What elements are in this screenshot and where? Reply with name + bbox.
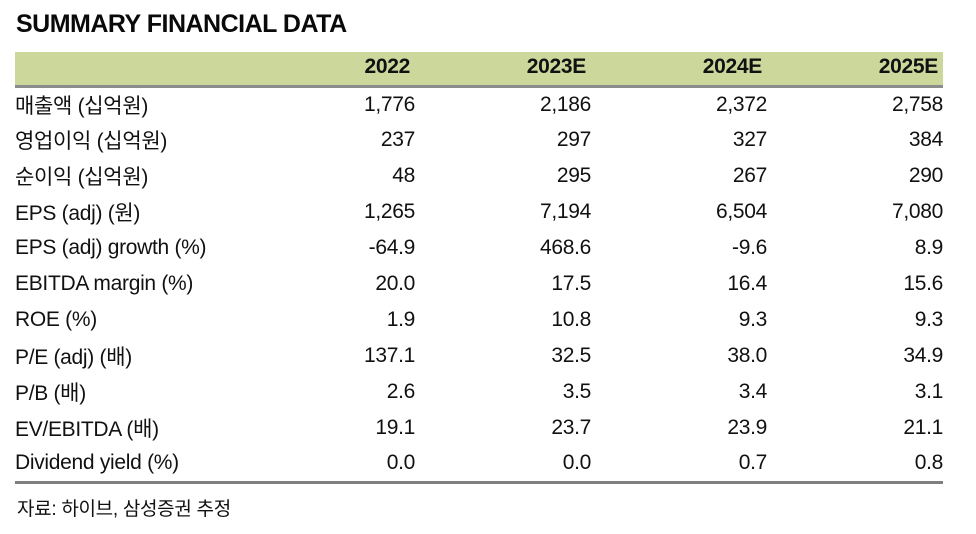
year-column-header-2022: 2022: [239, 52, 415, 88]
value-cell: 0.0: [415, 446, 591, 484]
year-column-header-2023e: 2023E: [415, 52, 591, 88]
value-cell: 23.7: [551, 416, 591, 439]
value-cell: 267: [732, 164, 767, 187]
row-label: EPS (adj) (원): [15, 202, 141, 225]
value-cell: 16.4: [727, 272, 767, 295]
row-label: P/B (배): [15, 382, 86, 405]
value-cell: 7,194: [539, 200, 591, 223]
row-label: EV/EBITDA (배): [15, 418, 159, 441]
value-cell: 7,080: [891, 200, 943, 223]
value-cell: 8.9: [914, 236, 944, 259]
table-row-dividend-yield: Dividend yield (%) 0.0 0.0 0.7 0.8: [15, 446, 943, 484]
table-row-roe: ROE (%) 1.9 10.8 9.3 9.3: [15, 302, 943, 338]
table-row-operating-profit: 영업이익 (십억원) 237 297 327 384: [15, 122, 943, 158]
value-cell: 3.5: [562, 380, 592, 403]
value-cell: 34.9: [903, 344, 943, 367]
value-cell: 3.4: [738, 380, 768, 403]
value-cell: 20.0: [375, 272, 415, 295]
value-cell: -64.9: [368, 236, 416, 259]
year-column-header-2024e: 2024E: [591, 52, 767, 88]
financial-summary-table: 2022 2023E 2024E 2025E 매출액 (십억원) 1,776 2…: [15, 52, 943, 484]
table-row-eps-growth: EPS (adj) growth (%) -64.9 468.6 -9.6 8.…: [15, 230, 943, 266]
value-cell: 3.1: [914, 380, 944, 403]
row-label: 영업이익 (십억원): [15, 130, 168, 153]
report-page: SUMMARY FINANCIAL DATA 2022 2023E 2024E …: [15, 10, 943, 520]
value-cell: 10.8: [551, 308, 591, 331]
value-cell: 295: [556, 164, 591, 187]
header-empty-cell: [15, 52, 239, 88]
value-cell: 0.0: [239, 446, 415, 484]
table-row-pb: P/B (배) 2.6 3.5 3.4 3.1: [15, 374, 943, 410]
value-cell: 15.6: [903, 272, 943, 295]
table-row-ev-ebitda: EV/EBITDA (배) 19.1 23.7 23.9 21.1: [15, 410, 943, 446]
value-cell: 1,265: [363, 200, 415, 223]
table-row-revenue: 매출액 (십억원) 1,776 2,186 2,372 2,758: [15, 86, 943, 122]
value-cell: 384: [908, 128, 943, 151]
value-cell: 17.5: [551, 272, 591, 295]
value-cell: 19.1: [375, 416, 415, 439]
table-row-net-profit: 순이익 (십억원) 48 295 267 290: [15, 158, 943, 194]
value-cell: 137.1: [363, 344, 415, 367]
value-cell: 23.9: [727, 416, 767, 439]
value-cell: 290: [908, 164, 943, 187]
table-row-eps: EPS (adj) (원) 1,265 7,194 6,504 7,080: [15, 194, 943, 230]
value-cell: 21.1: [903, 416, 943, 439]
table-row-pe: P/E (adj) (배) 137.1 32.5 38.0 34.9: [15, 338, 943, 374]
value-cell: 9.3: [914, 308, 944, 331]
value-cell: 0.7: [591, 446, 767, 484]
row-label: EPS (adj) growth (%): [15, 236, 207, 259]
value-cell: 468.6: [539, 236, 591, 259]
row-label: EBITDA margin (%): [15, 272, 194, 295]
year-column-header-2025e: 2025E: [767, 52, 943, 88]
value-cell: 9.3: [738, 308, 768, 331]
value-cell: 1.9: [386, 308, 416, 331]
value-cell: 6,504: [715, 200, 767, 223]
value-cell: 327: [732, 128, 767, 151]
value-cell: 32.5: [551, 344, 591, 367]
table-header-row: 2022 2023E 2024E 2025E: [15, 52, 943, 88]
value-cell: 48: [392, 164, 415, 187]
row-label: P/E (adj) (배): [15, 346, 132, 369]
table-row-ebitda-margin: EBITDA margin (%) 20.0 17.5 16.4 15.6: [15, 266, 943, 302]
value-cell: 38.0: [727, 344, 767, 367]
row-label: ROE (%): [15, 308, 97, 331]
value-cell: -9.6: [732, 236, 767, 259]
row-label: 순이익 (십억원): [15, 166, 149, 189]
value-cell: 1,776: [363, 92, 415, 116]
row-label: 매출액 (십억원): [15, 94, 149, 118]
value-cell: 0.8: [767, 446, 943, 484]
value-cell: 297: [556, 128, 591, 151]
value-cell: 2,372: [715, 92, 767, 116]
value-cell: 237: [380, 128, 415, 151]
source-note: 자료: 하이브, 삼성증권 추정: [17, 498, 231, 520]
value-cell: 2,758: [891, 92, 943, 116]
row-label: Dividend yield (%): [15, 446, 239, 484]
value-cell: 2.6: [386, 380, 416, 403]
value-cell: 2,186: [539, 92, 591, 116]
report-title: SUMMARY FINANCIAL DATA: [16, 10, 347, 38]
